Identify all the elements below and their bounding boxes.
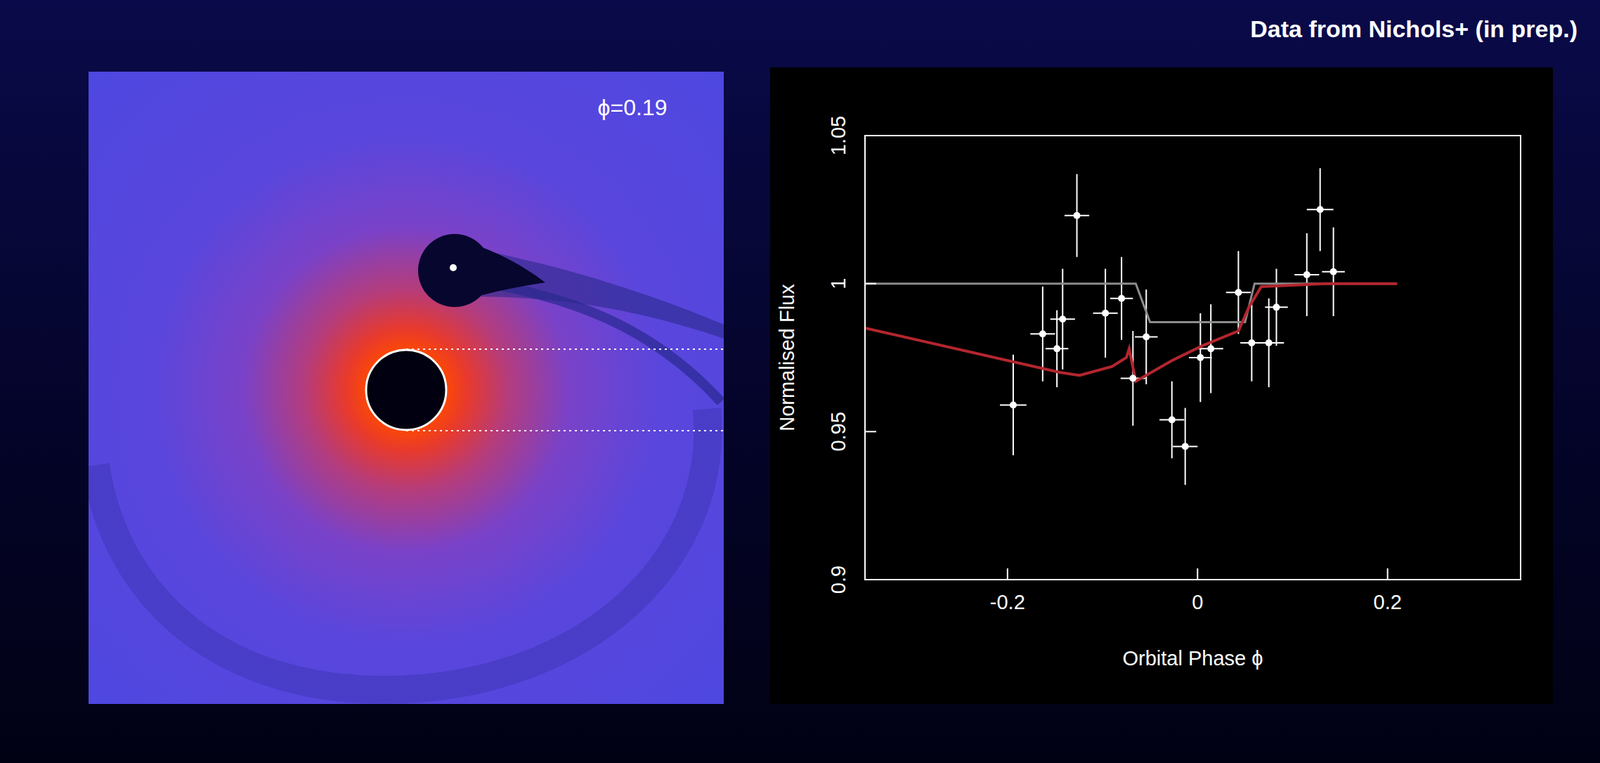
svg-text:1.05: 1.05	[827, 115, 850, 156]
html-text:Normalised Flux: Normalised Flux	[775, 284, 798, 432]
svg-text:0.95: 0.95	[827, 411, 850, 452]
svg-text:-0.2: -0.2	[990, 590, 1026, 614]
svg-text:0.2: 0.2	[1373, 590, 1402, 614]
svg-text:ϕ=0.19: ϕ=0.19	[597, 94, 668, 121]
svg-text:1: 1	[827, 278, 850, 290]
svg-text:0: 0	[1191, 590, 1203, 614]
html-text:Orbital Phase ϕ: Orbital Phase ϕ	[1122, 647, 1264, 670]
svg-text:0.9: 0.9	[827, 565, 850, 594]
html-text:Data from Nichols+ (in prep.): Data from Nichols+ (in prep.)	[1250, 15, 1578, 43]
